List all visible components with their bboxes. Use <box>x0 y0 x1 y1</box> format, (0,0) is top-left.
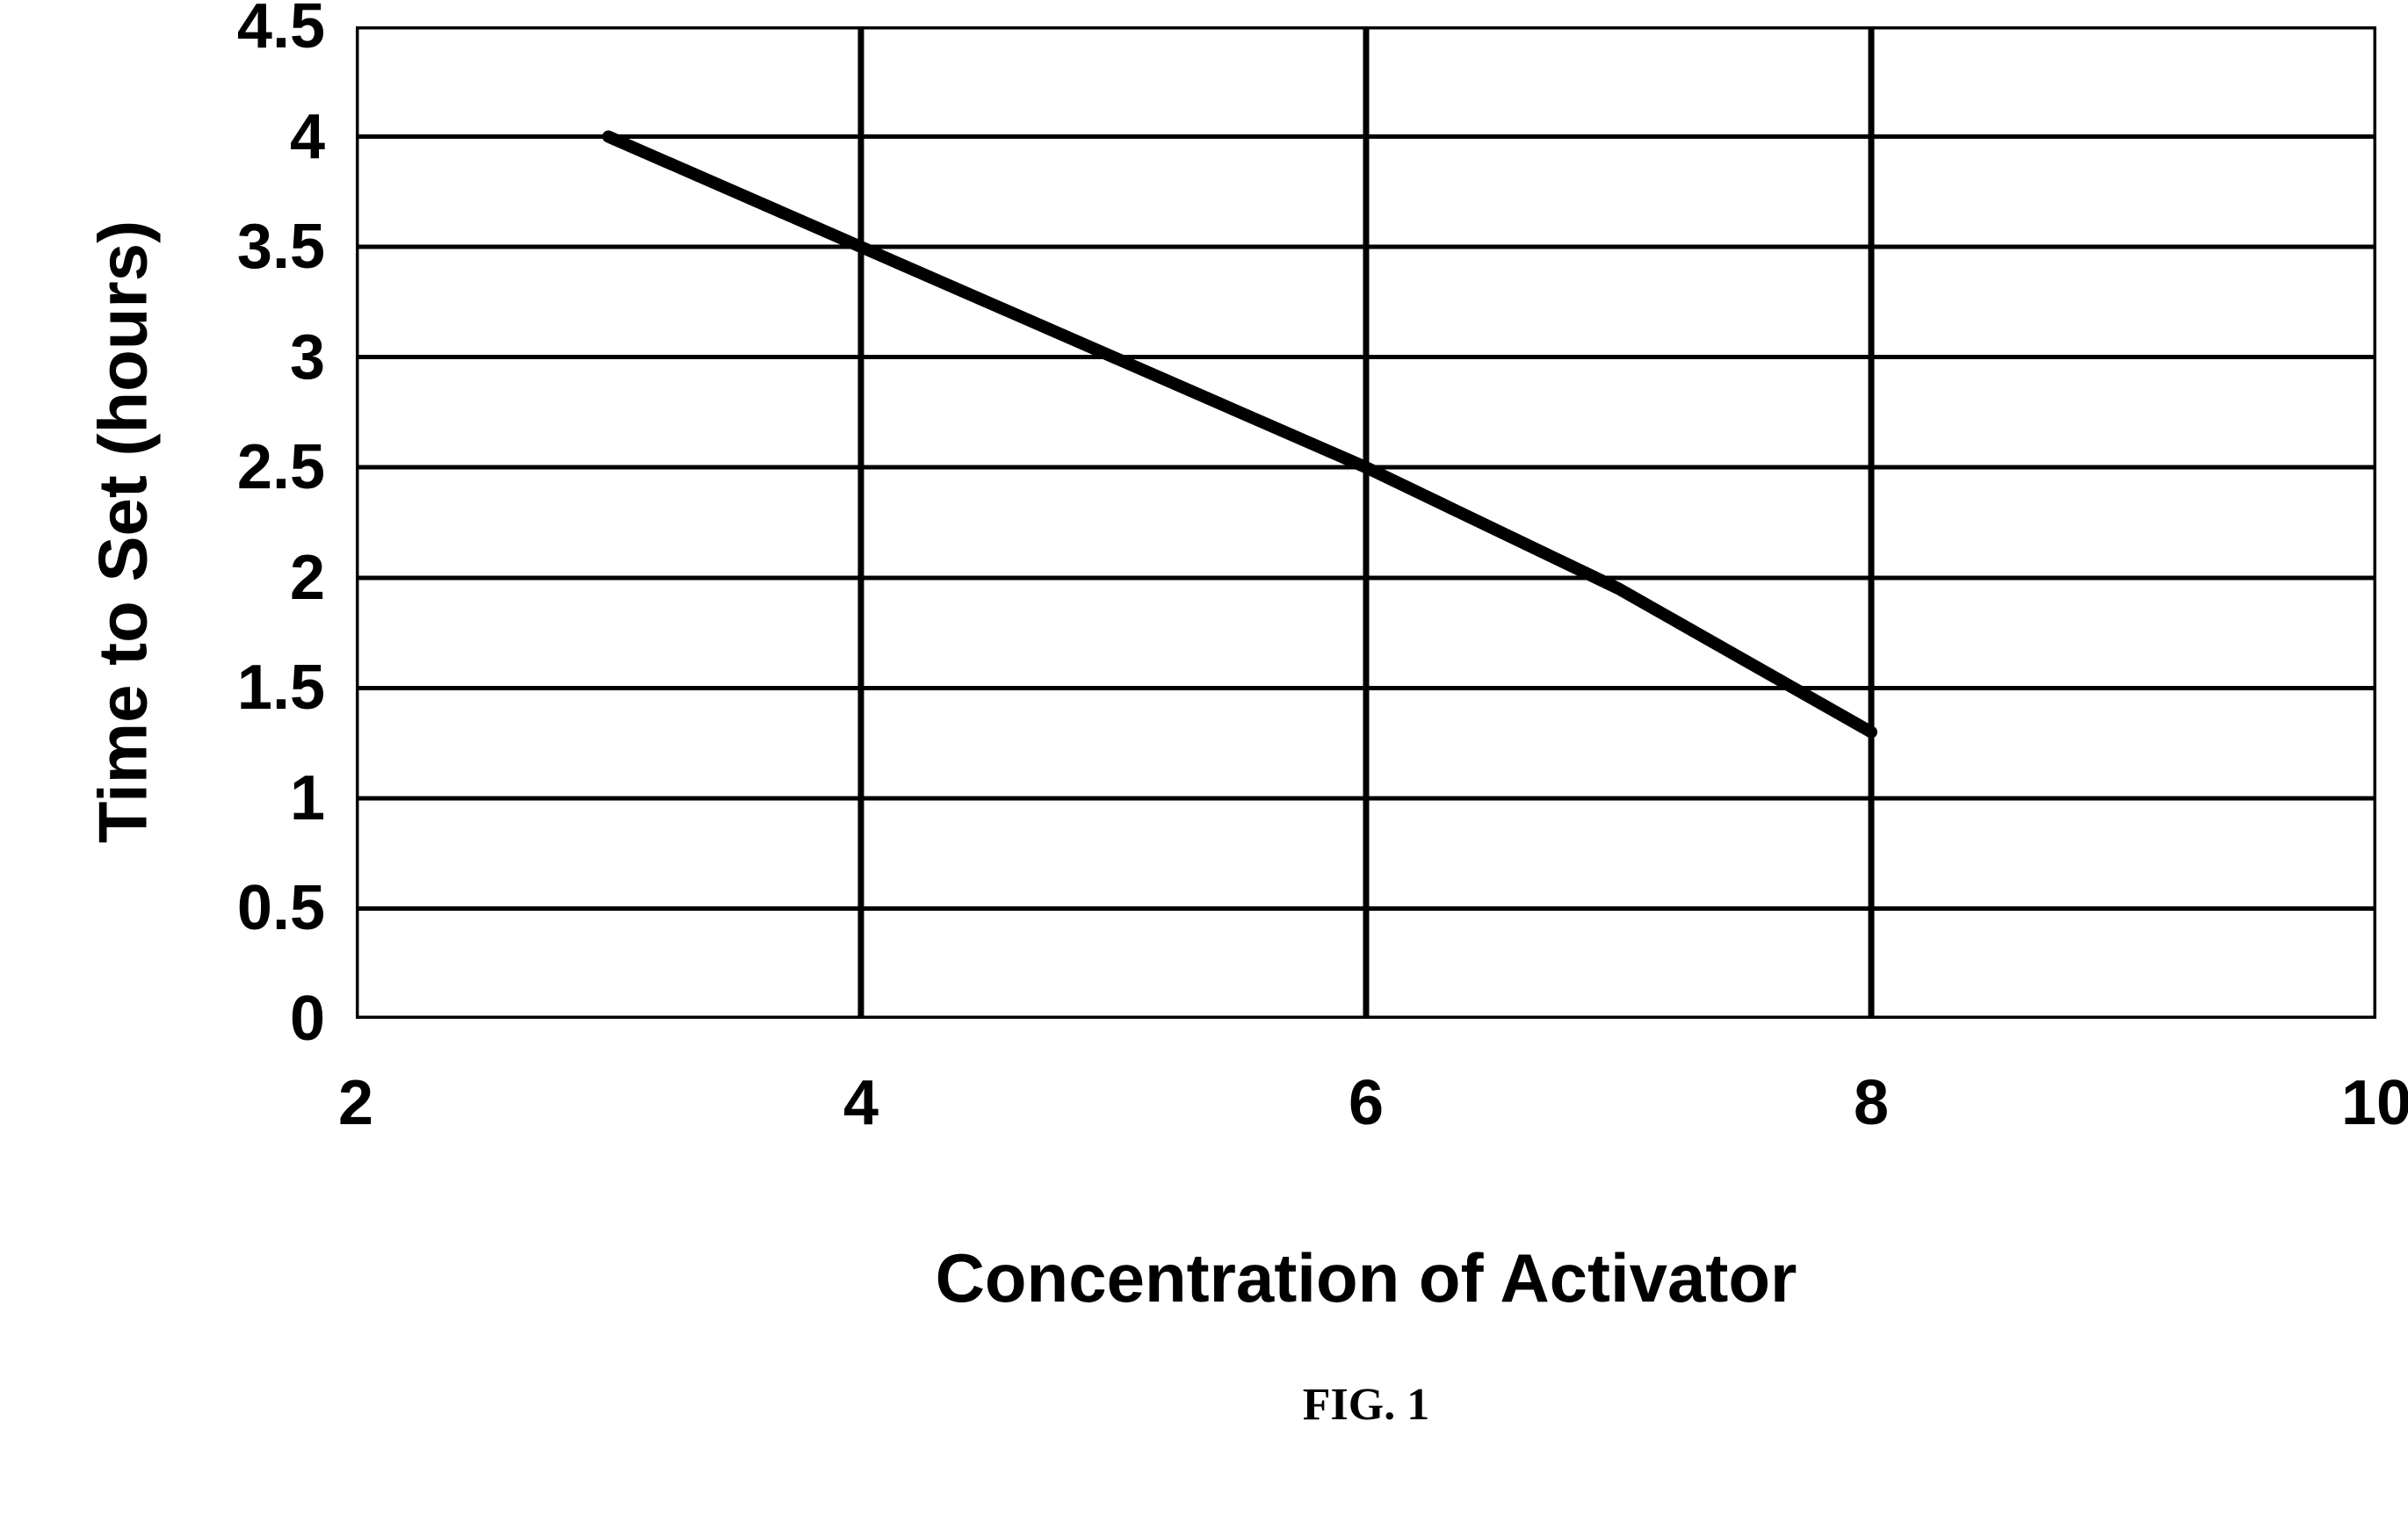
figure-caption: FIG. 1 <box>356 1379 2376 1431</box>
plot-area <box>356 26 2376 1019</box>
y-tick: 0.5 <box>0 876 325 940</box>
x-tick: 6 <box>1278 1067 1454 1139</box>
y-tick: 2.5 <box>0 436 325 499</box>
y-tick: 1.5 <box>0 656 325 719</box>
chart-container: Time to Set (hours) Concentration of Act… <box>0 0 2408 1522</box>
y-tick: 2 <box>0 546 325 610</box>
x-tick: 2 <box>268 1067 444 1139</box>
y-tick: 4.5 <box>0 0 325 58</box>
plot-svg <box>356 26 2376 1019</box>
y-tick: 3 <box>0 326 325 389</box>
x-axis-label: Concentration of Activator <box>356 1238 2376 1318</box>
x-tick: 8 <box>1783 1067 1959 1139</box>
y-tick: 0 <box>0 987 325 1050</box>
y-tick: 3.5 <box>0 215 325 278</box>
x-tick: 4 <box>773 1067 949 1139</box>
y-tick: 4 <box>0 105 325 169</box>
y-tick: 1 <box>0 767 325 830</box>
x-tick: 10 <box>2289 1067 2408 1139</box>
